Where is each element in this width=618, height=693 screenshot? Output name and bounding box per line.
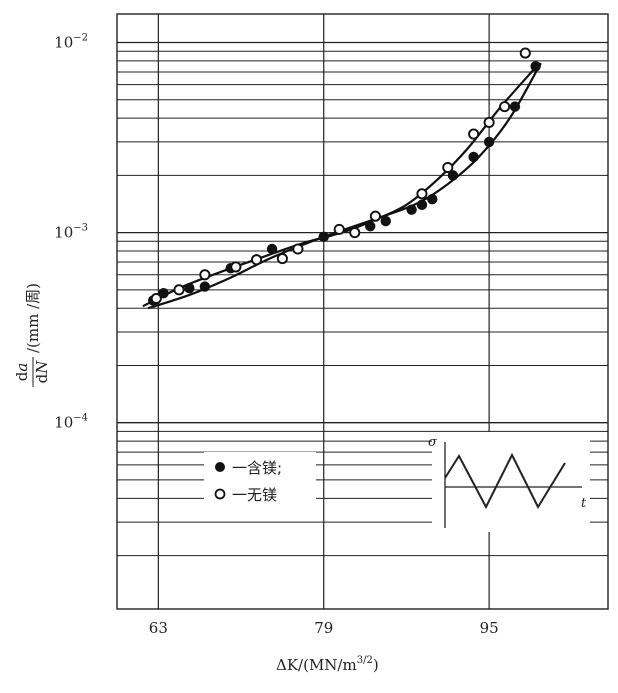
point-with-mg	[266, 243, 278, 255]
point-without-mg	[519, 47, 531, 59]
y-tick-mantissa: 10	[54, 414, 73, 432]
y-axis-unit: /(mm /周)	[24, 283, 42, 353]
inset-background	[432, 432, 590, 532]
inset-sigma-label: σ	[428, 435, 438, 450]
y-tick-exponent: −4	[73, 413, 88, 424]
x-tick-label: 63	[149, 619, 168, 637]
point-without-mg	[442, 161, 454, 174]
y-tick-label: 10−2	[54, 33, 88, 52]
point-without-mg	[173, 284, 185, 296]
x-axis-label-exponent: 3/2	[357, 655, 373, 666]
point-with-mg	[427, 193, 438, 205]
point-with-mg	[447, 170, 459, 181]
point-without-mg	[292, 243, 304, 255]
y-tick-label: 10−4	[54, 413, 88, 432]
point-with-mg	[318, 231, 329, 243]
legend-label-without-mg: 一无镁	[232, 486, 277, 504]
point-without-mg	[483, 116, 495, 128]
y-tick-label: 10−3	[54, 223, 88, 242]
curve-without-mg	[142, 66, 537, 308]
point-without-mg	[349, 227, 361, 239]
y-axis-numerator-d: d	[13, 371, 31, 381]
y-tick-mantissa: 10	[54, 224, 73, 242]
point-without-mg	[468, 128, 480, 140]
point-with-mg	[416, 199, 428, 211]
point-with-mg	[199, 281, 211, 292]
point-without-mg	[199, 269, 211, 281]
y-axis-numerator-var: a	[13, 363, 31, 372]
x-axis-label-main: ΔK/(MN/m	[276, 656, 357, 674]
point-with-mg	[483, 136, 495, 148]
y-axis-denominator-d: d	[33, 373, 51, 383]
point-with-mg	[365, 221, 376, 232]
point-without-mg	[333, 223, 345, 235]
data-points	[147, 47, 541, 306]
y-axis-ticks: 10−210−310−4	[54, 33, 88, 432]
point-without-mg	[230, 261, 242, 273]
y-tick-exponent: −3	[73, 223, 88, 234]
inset-triangle-wave	[444, 452, 566, 510]
legend-marker-filled	[215, 462, 225, 472]
y-tick-mantissa: 10	[54, 34, 73, 52]
point-without-mg	[250, 254, 263, 266]
x-axis-ticks: 63 79 95	[149, 619, 499, 637]
y-axis-denominator-var: N	[33, 360, 51, 375]
legend-label-with-mg: 一含镁;	[232, 459, 282, 477]
x-axis-label-close: )	[373, 656, 379, 674]
point-with-mg	[530, 61, 541, 72]
point-without-mg	[369, 210, 381, 222]
inset-t-label: t	[581, 496, 587, 511]
legend-marker-open	[214, 488, 226, 500]
y-axis-fraction-numerator: da	[13, 363, 31, 382]
x-axis-label: ΔK/(MN/m3/2)	[276, 655, 379, 674]
point-with-mg	[380, 215, 391, 227]
legend: 一含镁; 一无镁	[204, 452, 316, 504]
point-without-mg	[499, 101, 511, 113]
x-tick-label: 79	[314, 619, 333, 637]
point-with-mg	[509, 101, 521, 112]
y-tick-exponent: −2	[73, 33, 88, 44]
point-with-mg	[406, 204, 417, 215]
x-tick-label: 95	[480, 619, 499, 637]
point-without-mg	[150, 292, 162, 305]
y-axis-fraction-denominator: dN	[33, 360, 51, 384]
point-without-mg	[416, 188, 428, 200]
point-with-mg	[468, 151, 479, 163]
load-waveform-inset: σ t	[428, 432, 590, 532]
y-axis-label: da dN /(mm /周)	[13, 283, 51, 387]
point-with-mg	[184, 282, 195, 294]
point-without-mg	[276, 253, 288, 265]
